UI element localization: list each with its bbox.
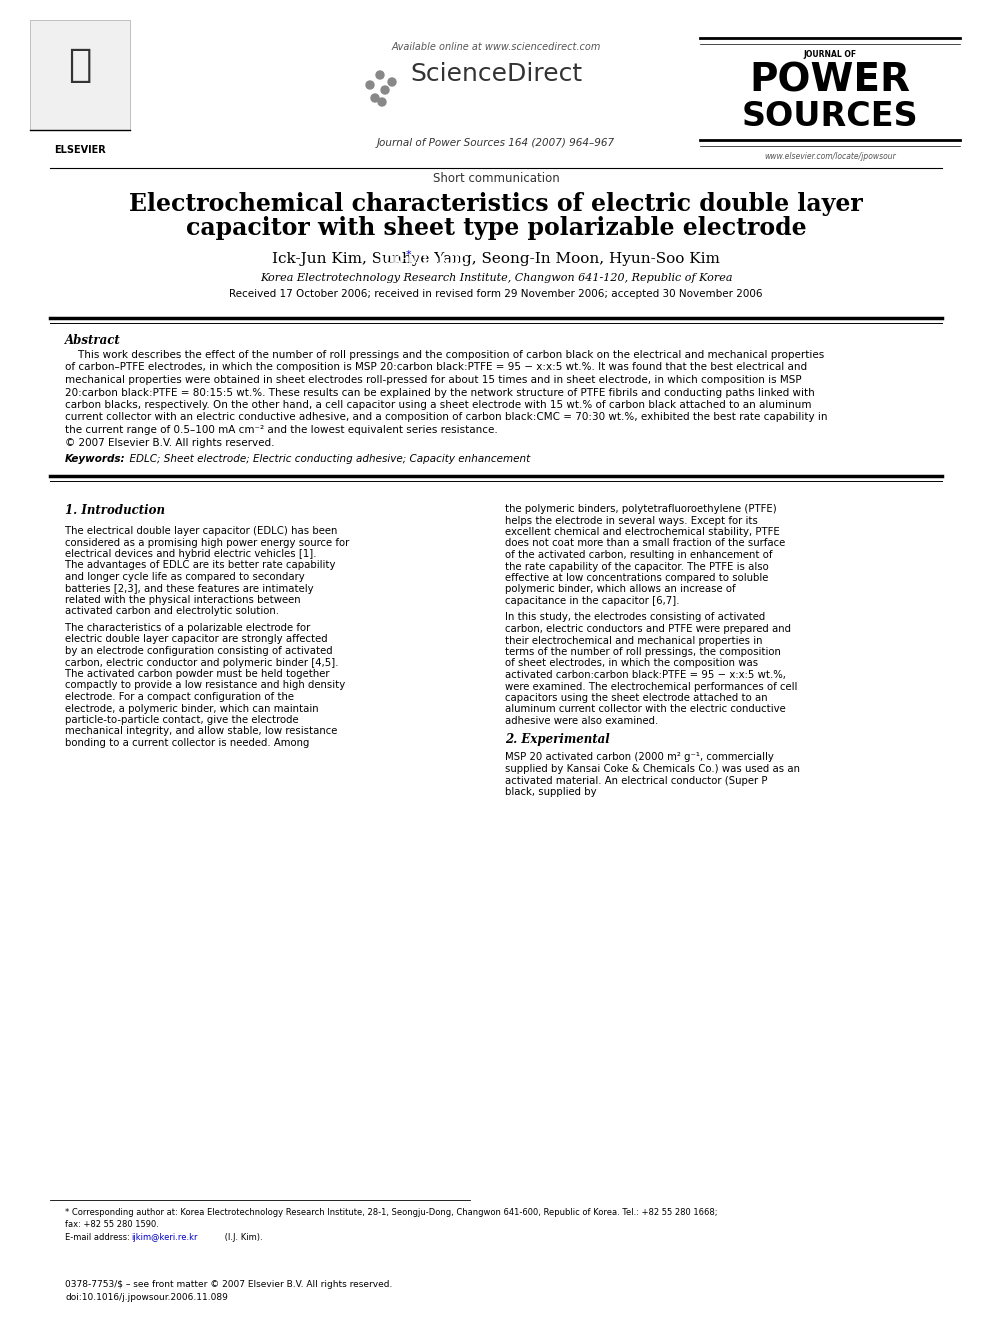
Text: EDLC; Sheet electrode; Electric conducting adhesive; Capacity enhancement: EDLC; Sheet electrode; Electric conducti… bbox=[123, 454, 531, 464]
Text: were examined. The electrochemical performances of cell: were examined. The electrochemical perfo… bbox=[505, 681, 798, 692]
Text: Available online at www.sciencedirect.com: Available online at www.sciencedirect.co… bbox=[391, 42, 601, 52]
Text: 0378-7753/$ – see front matter © 2007 Elsevier B.V. All rights reserved.: 0378-7753/$ – see front matter © 2007 El… bbox=[65, 1279, 393, 1289]
Circle shape bbox=[388, 78, 396, 86]
Text: capacitors using the sheet electrode attached to an: capacitors using the sheet electrode att… bbox=[505, 693, 768, 703]
Text: © 2007 Elsevier B.V. All rights reserved.: © 2007 Elsevier B.V. All rights reserved… bbox=[65, 438, 275, 447]
Text: bonding to a current collector is needed. Among: bonding to a current collector is needed… bbox=[65, 738, 310, 747]
Text: the current range of 0.5–100 mA cm⁻² and the lowest equivalent series resistance: the current range of 0.5–100 mA cm⁻² and… bbox=[65, 425, 498, 435]
Text: activated carbon and electrolytic solution.: activated carbon and electrolytic soluti… bbox=[65, 606, 279, 617]
Text: does not coat more than a small fraction of the surface: does not coat more than a small fraction… bbox=[505, 538, 786, 549]
Text: considered as a promising high power energy source for: considered as a promising high power ene… bbox=[65, 537, 349, 548]
Circle shape bbox=[366, 81, 374, 89]
Circle shape bbox=[371, 94, 379, 102]
Text: mechanical properties were obtained in sheet electrodes roll-pressed for about 1: mechanical properties were obtained in s… bbox=[65, 374, 802, 385]
Text: Korea Electrotechnology Research Institute, Changwon 641-120, Republic of Korea: Korea Electrotechnology Research Institu… bbox=[260, 273, 732, 283]
Text: supplied by Kansai Coke & Chemicals Co.) was used as an: supplied by Kansai Coke & Chemicals Co.)… bbox=[505, 763, 800, 774]
Circle shape bbox=[378, 98, 386, 106]
Text: (I.J. Kim).: (I.J. Kim). bbox=[222, 1233, 263, 1242]
Text: capacitance in the capacitor [6,7].: capacitance in the capacitor [6,7]. bbox=[505, 595, 680, 606]
Text: adhesive were also examined.: adhesive were also examined. bbox=[505, 716, 659, 726]
Text: the rate capability of the capacitor. The PTFE is also: the rate capability of the capacitor. Th… bbox=[505, 561, 769, 572]
Text: electric double layer capacitor are strongly affected: electric double layer capacitor are stro… bbox=[65, 635, 327, 644]
Text: Short communication: Short communication bbox=[433, 172, 559, 185]
Text: Ick-Jun Kim: Ick-Jun Kim bbox=[378, 251, 468, 266]
Text: mechanical integrity, and allow stable, low resistance: mechanical integrity, and allow stable, … bbox=[65, 726, 337, 737]
Text: activated carbon:carbon black:PTFE = 95 − x:x:5 wt.%,: activated carbon:carbon black:PTFE = 95 … bbox=[505, 669, 786, 680]
Text: 20:carbon black:PTFE = 80:15:5 wt.%. These results can be explained by the netwo: 20:carbon black:PTFE = 80:15:5 wt.%. The… bbox=[65, 388, 814, 397]
Text: capacitor with sheet type polarizable electrode: capacitor with sheet type polarizable el… bbox=[186, 216, 806, 239]
Text: helps the electrode in several ways. Except for its: helps the electrode in several ways. Exc… bbox=[505, 516, 758, 525]
Text: In this study, the electrodes consisting of activated: In this study, the electrodes consisting… bbox=[505, 613, 765, 623]
Text: The characteristics of a polarizable electrode for: The characteristics of a polarizable ele… bbox=[65, 623, 310, 632]
Text: JOURNAL OF: JOURNAL OF bbox=[804, 50, 856, 60]
Text: polymeric binder, which allows an increase of: polymeric binder, which allows an increa… bbox=[505, 585, 736, 594]
Text: current collector with an electric conductive adhesive, and a composition of car: current collector with an electric condu… bbox=[65, 413, 827, 422]
Text: ijkim@keri.re.kr: ijkim@keri.re.kr bbox=[131, 1233, 197, 1242]
Text: Received 17 October 2006; received in revised form 29 November 2006; accepted 30: Received 17 October 2006; received in re… bbox=[229, 288, 763, 299]
Text: electrode. For a compact configuration of the: electrode. For a compact configuration o… bbox=[65, 692, 294, 703]
Text: electrode, a polymeric binder, which can maintain: electrode, a polymeric binder, which can… bbox=[65, 704, 318, 713]
Text: ScienceDirect: ScienceDirect bbox=[410, 62, 582, 86]
Text: www.elsevier.com/locate/jpowsour: www.elsevier.com/locate/jpowsour bbox=[764, 152, 896, 161]
Text: of the activated carbon, resulting in enhancement of: of the activated carbon, resulting in en… bbox=[505, 550, 773, 560]
Text: electrical devices and hybrid electric vehicles [1].: electrical devices and hybrid electric v… bbox=[65, 549, 316, 560]
Text: Ick-Jun Kim, Sunhye Yang, Seong-In Moon, Hyun-Soo Kim: Ick-Jun Kim, Sunhye Yang, Seong-In Moon,… bbox=[272, 251, 720, 266]
Text: particle-to-particle contact, give the electrode: particle-to-particle contact, give the e… bbox=[65, 714, 299, 725]
Text: SOURCES: SOURCES bbox=[742, 101, 919, 134]
Text: activated material. An electrical conductor (Super P: activated material. An electrical conduc… bbox=[505, 775, 768, 786]
Text: effective at low concentrations compared to soluble: effective at low concentrations compared… bbox=[505, 573, 769, 583]
Text: batteries [2,3], and these features are intimately: batteries [2,3], and these features are … bbox=[65, 583, 313, 594]
Text: related with the physical interactions between: related with the physical interactions b… bbox=[65, 595, 301, 605]
Text: terms of the number of roll pressings, the composition: terms of the number of roll pressings, t… bbox=[505, 647, 781, 658]
Text: The electrical double layer capacitor (EDLC) has been: The electrical double layer capacitor (E… bbox=[65, 527, 337, 536]
Text: 1. Introduction: 1. Introduction bbox=[65, 504, 165, 517]
Text: excellent chemical and electrochemical stability, PTFE: excellent chemical and electrochemical s… bbox=[505, 527, 780, 537]
Text: 🌿: 🌿 bbox=[68, 46, 91, 83]
Text: aluminum current collector with the electric conductive: aluminum current collector with the elec… bbox=[505, 705, 786, 714]
Text: the polymeric binders, polytetrafluoroethylene (PTFE): the polymeric binders, polytetrafluoroet… bbox=[505, 504, 777, 515]
Text: carbon blacks, respectively. On the other hand, a cell capacitor using a sheet e: carbon blacks, respectively. On the othe… bbox=[65, 400, 811, 410]
Text: This work describes the effect of the number of roll pressings and the compositi: This work describes the effect of the nu… bbox=[65, 351, 824, 360]
Text: * Corresponding author at: Korea Electrotechnology Research Institute, 28-1, Seo: * Corresponding author at: Korea Electro… bbox=[65, 1208, 717, 1217]
Text: E-mail address:: E-mail address: bbox=[65, 1233, 133, 1242]
Text: of carbon–PTFE electrodes, in which the composition is MSP 20:carbon black:PTFE : of carbon–PTFE electrodes, in which the … bbox=[65, 363, 807, 373]
Text: Abstract: Abstract bbox=[65, 333, 121, 347]
Text: ELSEVIER: ELSEVIER bbox=[55, 146, 106, 155]
Text: of sheet electrodes, in which the composition was: of sheet electrodes, in which the compos… bbox=[505, 659, 758, 668]
Text: by an electrode configuration consisting of activated: by an electrode configuration consisting… bbox=[65, 646, 332, 656]
Text: compactly to provide a low resistance and high density: compactly to provide a low resistance an… bbox=[65, 680, 345, 691]
Text: Electrochemical characteristics of electric double layer: Electrochemical characteristics of elect… bbox=[129, 192, 863, 216]
Text: Journal of Power Sources 164 (2007) 964–967: Journal of Power Sources 164 (2007) 964–… bbox=[377, 138, 615, 148]
Circle shape bbox=[381, 86, 389, 94]
Text: carbon, electric conductors and PTFE were prepared and: carbon, electric conductors and PTFE wer… bbox=[505, 624, 791, 634]
Text: 2. Experimental: 2. Experimental bbox=[505, 733, 610, 745]
Text: fax: +82 55 280 1590.: fax: +82 55 280 1590. bbox=[65, 1220, 159, 1229]
Text: MSP 20 activated carbon (2000 m² g⁻¹, commercially: MSP 20 activated carbon (2000 m² g⁻¹, co… bbox=[505, 753, 774, 762]
Text: carbon, electric conductor and polymeric binder [4,5].: carbon, electric conductor and polymeric… bbox=[65, 658, 338, 668]
Text: and longer cycle life as compared to secondary: and longer cycle life as compared to sec… bbox=[65, 572, 305, 582]
FancyBboxPatch shape bbox=[30, 20, 130, 130]
Text: The activated carbon powder must be held together: The activated carbon powder must be held… bbox=[65, 669, 329, 679]
Text: doi:10.1016/j.jpowsour.2006.11.089: doi:10.1016/j.jpowsour.2006.11.089 bbox=[65, 1293, 228, 1302]
Text: The advantages of EDLC are its better rate capability: The advantages of EDLC are its better ra… bbox=[65, 561, 335, 570]
Text: POWER: POWER bbox=[750, 62, 911, 101]
Text: *: * bbox=[406, 250, 412, 261]
Text: black, supplied by: black, supplied by bbox=[505, 787, 596, 796]
Circle shape bbox=[376, 71, 384, 79]
Text: their electrochemical and mechanical properties in: their electrochemical and mechanical pro… bbox=[505, 635, 763, 646]
Text: Keywords:: Keywords: bbox=[65, 454, 126, 464]
